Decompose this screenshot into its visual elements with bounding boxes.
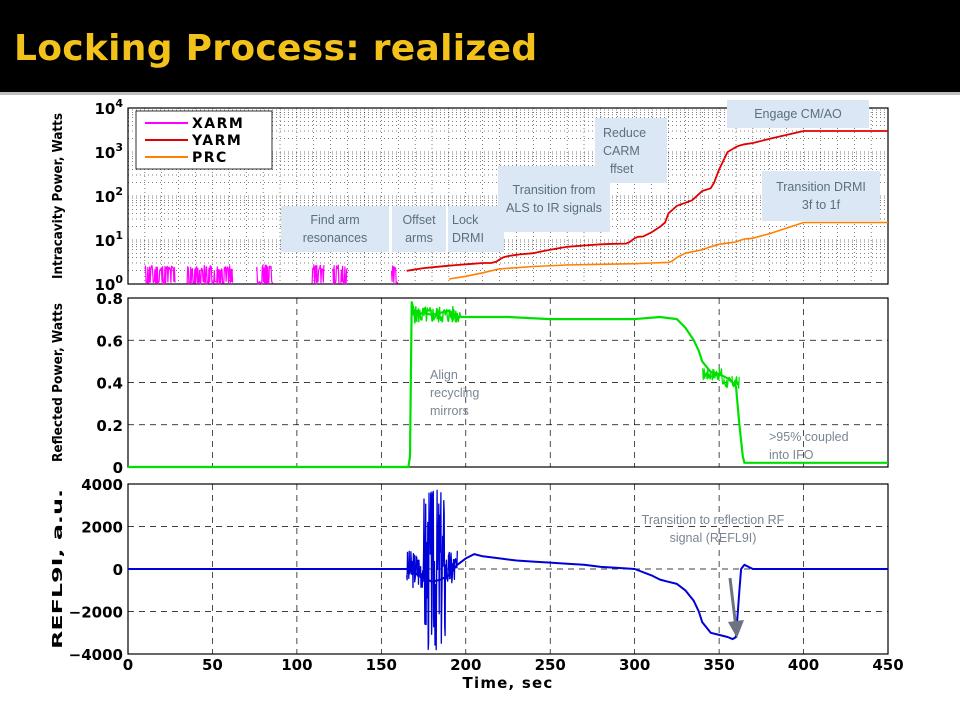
series-xarm-burst	[311, 264, 325, 285]
slide-title-bar: Locking Process: realized	[0, 0, 960, 90]
y-axis-label: Reflected Power, Watts	[51, 303, 66, 462]
y-tick-label: 4000	[81, 476, 123, 494]
x-tick-label: 100	[281, 656, 312, 674]
callout-lock-drmi-text: Lock DRMI	[452, 213, 484, 245]
y-axis-label: REFL9I, a.u.	[51, 489, 66, 649]
callout-transition-als: Transition from ALS to IR signals	[498, 166, 610, 232]
series-xarm-burst	[390, 265, 399, 284]
callout-reduce-carm-text: Reduce CARM offset	[603, 125, 647, 176]
callout-offset-arms-text: Offset arms	[402, 213, 436, 245]
y-tick-label: 0.8	[96, 290, 123, 308]
callout-engage: Engage CM/AO	[727, 100, 869, 128]
y-tick-label: 102	[94, 185, 123, 206]
intracavity-power-chart: 100 101 102 103 104 Intracavity Power, Watts X…	[51, 97, 889, 294]
x-tick-label: 350	[703, 656, 734, 674]
series-xarm-burst	[255, 264, 274, 285]
x-tick-label: 300	[619, 656, 650, 674]
series-reflected-noise	[701, 367, 740, 389]
series-reflected-noise	[411, 306, 462, 324]
callout-offset-arms: Offset arms	[392, 206, 446, 252]
arrow-head	[728, 620, 744, 638]
series-refl9i-noise	[406, 489, 458, 651]
y-tick-label: 0	[113, 459, 123, 477]
callout-reduce-carm: Reduce CARM offset	[595, 118, 667, 183]
y-tick-label: 0.4	[96, 375, 123, 393]
y-tick-label: 104	[94, 97, 123, 118]
arrow-line	[728, 577, 738, 629]
slide-title: Locking Process: realized	[14, 28, 538, 69]
callout-transition-drmi: Transition DRMI 3f to 1f	[762, 171, 880, 221]
x-tick-label: 400	[788, 656, 819, 674]
x-axis-label: Time, sec	[463, 674, 554, 692]
legend-entry: PRC	[192, 150, 228, 166]
y-tick-label: 0.2	[96, 417, 123, 435]
legend-entry: XARM	[192, 116, 244, 132]
annotation-coupled: >95% coupled into IFO	[769, 430, 849, 462]
annotation-transition-refl: Transition to reflection RF signal (REFL…	[641, 513, 785, 545]
y-tick-label: 0.6	[96, 332, 123, 350]
y-tick-label: 100	[94, 273, 123, 294]
x-tick-label: 50	[202, 656, 223, 674]
title-divider	[0, 92, 960, 95]
y-tick-label: 101	[94, 229, 123, 250]
series-xarm-burst	[144, 264, 176, 285]
reflected-power-chart: 0 0.2 0.4 0.6 0.8 Reflected Power, Watts	[51, 290, 889, 477]
y-tick-label: −4000	[69, 646, 123, 664]
refl9i-chart: −4000 −2000 0 2000 4000 REFL9I, a.u. 0 50 100 150…	[51, 476, 904, 692]
series-xarm-burst	[331, 264, 340, 285]
x-tick-label: 200	[450, 656, 481, 674]
series-yarm	[406, 130, 888, 272]
callout-lock-drmi: Lock DRMI	[448, 206, 504, 252]
series-prc	[448, 221, 888, 280]
x-tick-label: 450	[872, 656, 903, 674]
x-tick-label: 250	[535, 656, 566, 674]
callout-find-arm-text: Find arm resonances	[302, 213, 368, 245]
annotation-align: Align recycling mirrors	[430, 368, 480, 418]
y-axis-label: Intracavity Power, Watts	[51, 113, 66, 279]
y-tick-label: 0	[113, 561, 123, 579]
x-tick-label: 0	[123, 656, 133, 674]
callout-engage-text: Engage CM/AO	[754, 107, 842, 121]
y-tick-label: 103	[94, 141, 123, 162]
callout-transition-als-text: Transition from ALS to IR signals	[506, 183, 602, 215]
series-xarm-burst	[340, 265, 348, 285]
callout-find-arm: Find arm resonances	[281, 206, 389, 252]
legend-entry: YARM	[191, 133, 242, 149]
x-tick-label: 150	[366, 656, 397, 674]
y-tick-label: 2000	[81, 519, 123, 537]
series-xarm-burst	[186, 264, 234, 285]
y-tick-label: −2000	[69, 604, 123, 622]
callout-transition-drmi-text: Transition DRMI 3f to 1f	[776, 180, 866, 212]
series-reflected	[128, 301, 888, 469]
